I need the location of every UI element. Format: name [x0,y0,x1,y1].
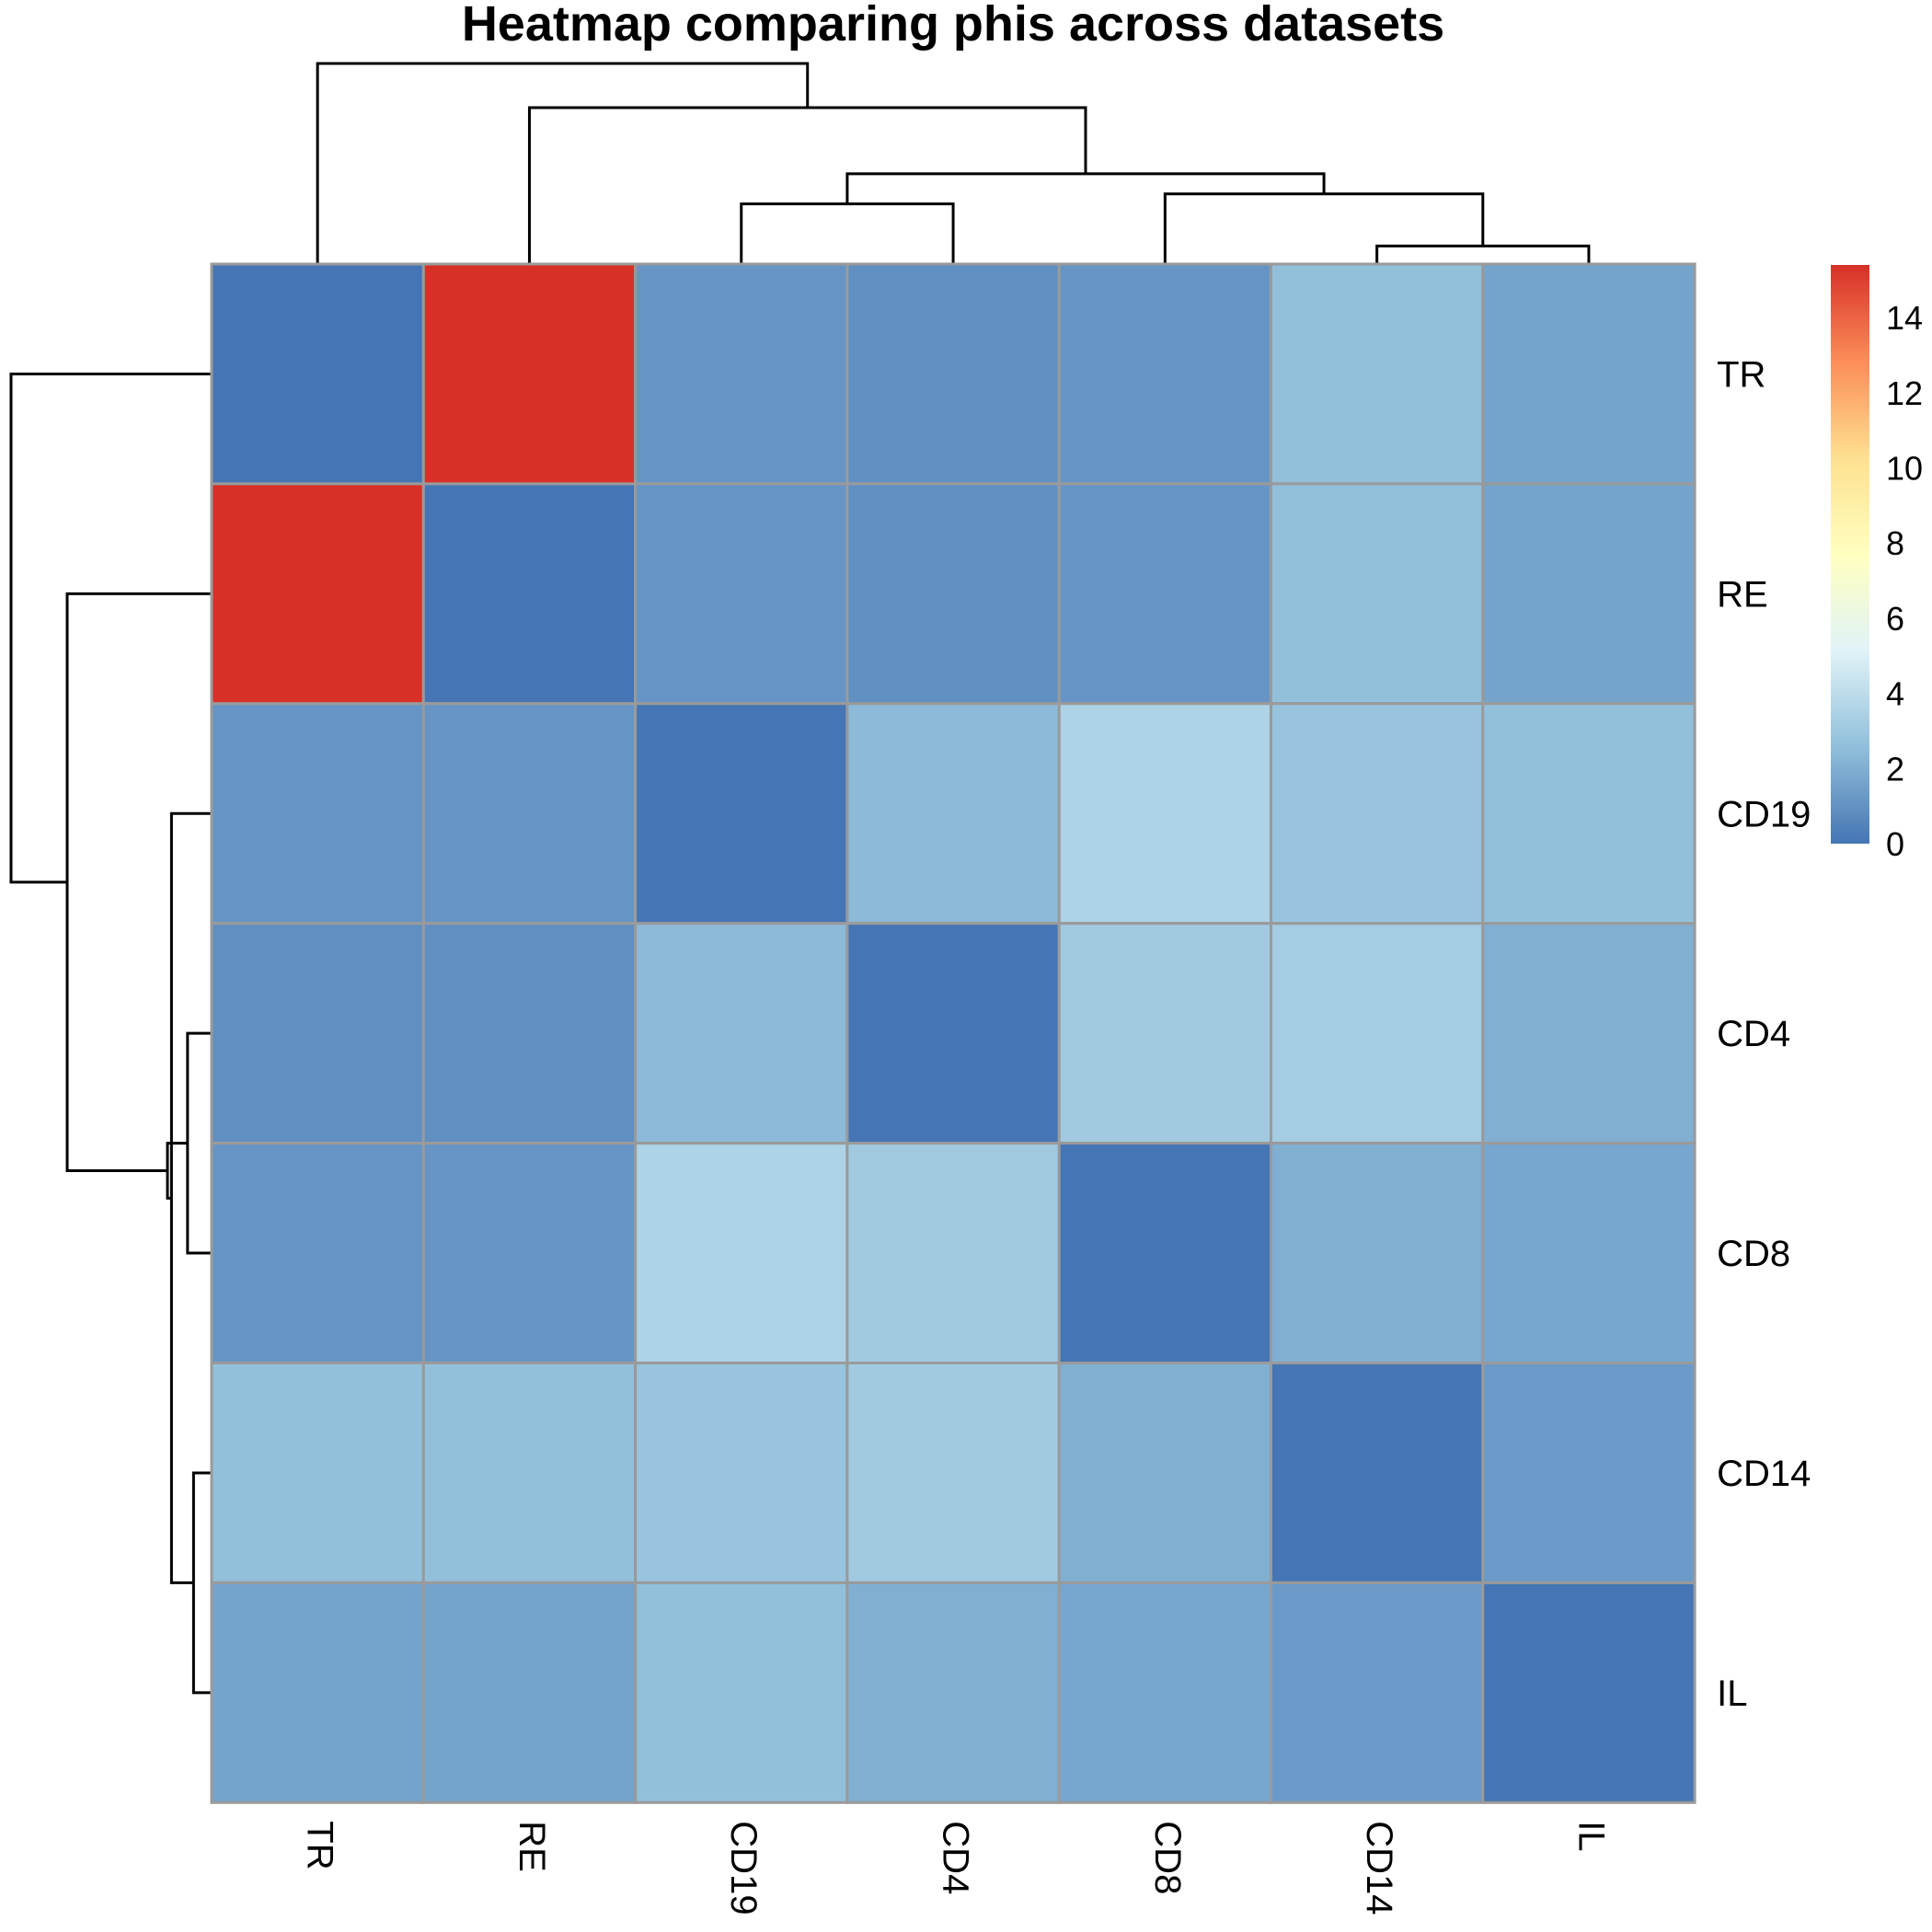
dendrogram-branch [1375,244,1591,264]
heatmap-cell-TR-CD14 [1270,262,1485,486]
row-label: RE [1717,574,1768,615]
heatmap-cell-CD19-IL [1481,702,1696,926]
heatmap-cell-TR-CD8 [1057,262,1272,486]
column-dendrogram [316,62,1591,264]
heatmap-cell-IL-CD19 [634,1581,849,1804]
dendrogram-branch [316,62,810,264]
heatmap-cell-IL-CD4 [845,1581,1061,1804]
heatmap-cell-IL-IL [1481,1581,1696,1804]
row-label: CD8 [1717,1234,1790,1274]
column-label: TR [300,1821,340,1869]
heatmap-cell-IL-CD8 [1057,1581,1272,1804]
row-label: TR [1717,354,1765,395]
heatmap-cell-CD19-TR [210,702,425,926]
heatmap-cell-CD14-CD4 [845,1362,1061,1584]
heatmap-cell-CD8-CD19 [634,1142,849,1364]
heatmap-cell-CD8-CD14 [1270,1142,1485,1364]
column-label: RE [512,1821,552,1872]
row-label: CD4 [1717,1014,1790,1054]
heatmap-cell-CD4-CD4 [845,922,1061,1145]
heatmap-cell-CD19-RE [421,702,638,926]
heatmap-cell-CD19-CD19 [634,702,849,926]
color-bar-tick: 14 [1886,299,1923,337]
column-labels: TR RE CD19 CD4 CD8 CD14 IL [300,1821,1612,1915]
heatmap-cell-CD8-CD8 [1057,1142,1272,1364]
heatmap-cell-CD8-RE [421,1142,638,1364]
heatmap-cell-CD8-IL [1481,1142,1696,1364]
chart-title: Heatmap comparing phis across datasets [462,0,1444,52]
heatmap-cell-RE-TR [210,482,425,706]
heatmap-cell-TR-RE [421,262,638,486]
column-label: CD4 [935,1821,975,1894]
color-bar-tick: 10 [1886,450,1923,488]
row-label: IL [1717,1673,1747,1714]
heatmap-cell-CD14-CD8 [1057,1362,1272,1584]
column-label: CD8 [1147,1821,1188,1894]
heatmap-cell-CD19-CD8 [1057,702,1272,926]
heatmap-cell-CD14-RE [421,1362,638,1584]
dendrogram-branch [186,1031,212,1255]
color-bar-tick: 6 [1886,600,1904,638]
heatmap-cell-IL-TR [210,1581,425,1804]
dendrogram-branch [9,372,212,884]
column-label: CD14 [1359,1821,1399,1915]
heatmap-cell-CD4-TR [210,922,425,1145]
heatmap-cell-RE-RE [421,482,638,706]
heatmap-cell-CD4-CD8 [1057,922,1272,1145]
heatmap-cell-RE-CD8 [1057,482,1272,706]
heatmap-cell-TR-CD19 [634,262,849,486]
row-dendrogram [9,372,212,1695]
heatmap-cell-CD14-IL [1481,1362,1696,1584]
heatmap-grid [210,262,1696,1804]
heatmap-cell-RE-IL [1481,482,1696,706]
row-label: CD14 [1717,1454,1811,1494]
row-label: CD19 [1717,794,1811,834]
heatmap-cell-IL-RE [421,1581,638,1804]
heatmap-cell-RE-CD14 [1270,482,1485,706]
heatmap-cell-RE-CD4 [845,482,1061,706]
heatmap-cell-CD4-IL [1481,922,1696,1145]
color-bar-tick: 0 [1886,825,1904,863]
heatmap-cell-TR-IL [1481,262,1696,486]
dendrogram-branch [740,202,955,264]
heatmap-cell-CD8-CD4 [845,1142,1061,1364]
heatmap-cell-CD19-CD4 [845,702,1061,926]
dendrogram-branch [1163,192,1485,264]
column-label: CD19 [723,1821,764,1915]
heatmap-cell-CD4-CD19 [634,922,849,1145]
row-labels: TR RE CD19 CD4 CD8 CD14 IL [1717,354,1811,1713]
heatmap-cell-RE-CD19 [634,482,849,706]
dendrogram-branch [65,592,212,1172]
dendrogram-branch [169,811,212,1584]
heatmap-cell-CD14-CD19 [634,1362,849,1584]
color-legend: 0 2 4 6 8 10 12 14 [1831,265,1923,863]
heatmap-cell-CD19-CD14 [1270,702,1485,926]
heatmap-cell-CD4-RE [421,922,638,1145]
column-label: IL [1570,1821,1611,1851]
color-bar [1831,265,1869,844]
heatmap-cell-TR-TR [210,262,425,486]
heatmap-cell-CD4-CD14 [1270,922,1485,1145]
heatmap-cell-TR-CD4 [845,262,1061,486]
color-bar-tick: 8 [1886,524,1904,562]
color-bar-tick: 2 [1886,750,1904,788]
dendrogram-branch [527,106,1087,264]
heatmap-cell-CD14-TR [210,1362,425,1584]
heatmap-cell-IL-CD14 [1270,1581,1485,1804]
heatmap-cell-CD14-CD14 [1270,1362,1485,1584]
color-bar-tick: 4 [1886,675,1904,713]
color-bar-tick: 12 [1886,374,1923,412]
heatmap-cell-CD8-TR [210,1142,425,1364]
dendrogram-branch [845,172,1326,204]
dendrogram-branch [191,1471,212,1695]
